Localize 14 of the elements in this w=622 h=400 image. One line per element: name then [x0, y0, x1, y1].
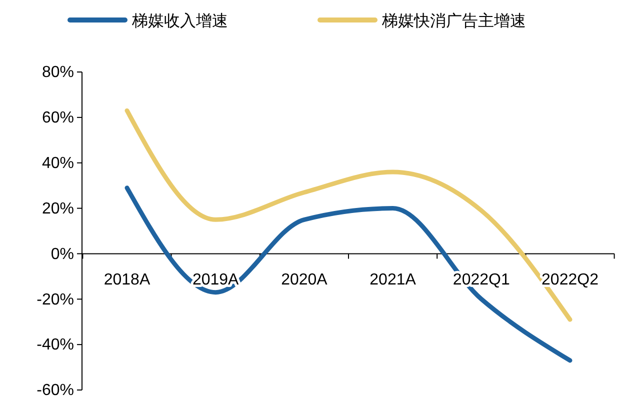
x-tick-label: 2018A: [104, 272, 150, 289]
x-tick-label: 2020A: [281, 272, 328, 289]
y-tick-label: 40%: [42, 154, 74, 172]
y-tick-label: -40%: [36, 336, 74, 354]
y-tick-label: 60%: [42, 110, 74, 127]
y-tick-label: 20%: [42, 200, 74, 218]
y-tick-label: 80%: [42, 64, 74, 82]
legend-label: 梯媒收入增速: [131, 12, 228, 30]
y-tick-label: -60%: [36, 382, 74, 400]
y-tick-label: 0%: [50, 246, 74, 263]
x-tick-label: 2021A: [370, 272, 416, 289]
x-tick-label: 2019A: [192, 272, 240, 289]
legend-label: 梯媒快消广告主增速: [381, 12, 526, 30]
y-tick-label: -20%: [36, 291, 74, 308]
